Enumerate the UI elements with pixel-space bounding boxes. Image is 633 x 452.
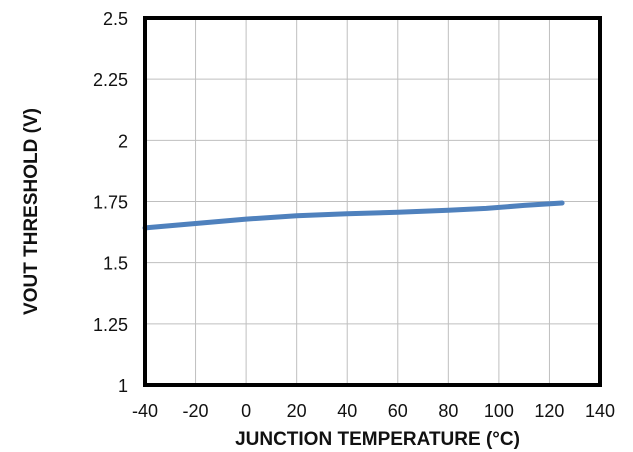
x-tick-label: 100 — [484, 401, 514, 421]
y-tick-label: 1 — [118, 376, 128, 396]
x-tick-label: -20 — [183, 401, 209, 421]
x-tick-label: 60 — [388, 401, 408, 421]
y-tick-label: 2.5 — [103, 9, 128, 29]
series-line-0 — [142, 200, 565, 231]
x-tick-label: 140 — [585, 401, 615, 421]
x-tick-label: 20 — [287, 401, 307, 421]
y-tick-label: 2 — [118, 131, 128, 151]
y-tick-label: 1.75 — [93, 193, 128, 213]
y-axis-label: VOUT THRESHOLD (V) — [21, 108, 42, 315]
y-tick-labels: 1 1.25 1.5 1.75 2 2.25 2.5 — [93, 9, 128, 396]
y-tick-label: 1.25 — [93, 315, 128, 335]
plot-frame — [143, 16, 602, 387]
x-tick-label: -40 — [132, 401, 158, 421]
x-axis-label: JUNCTION TEMPERATURE (°C) — [235, 429, 520, 450]
y-tick-label: 1.5 — [103, 254, 128, 274]
x-tick-label: 120 — [534, 401, 564, 421]
y-tick-label: 2.25 — [93, 70, 128, 90]
x-tick-label: 80 — [438, 401, 458, 421]
x-tick-label: 0 — [241, 401, 251, 421]
x-tick-labels: -40 -20 0 20 40 60 80 100 120 140 — [132, 401, 615, 421]
x-tick-label: 40 — [337, 401, 357, 421]
series-layer — [142, 200, 565, 231]
grid-lines — [144, 17, 601, 386]
